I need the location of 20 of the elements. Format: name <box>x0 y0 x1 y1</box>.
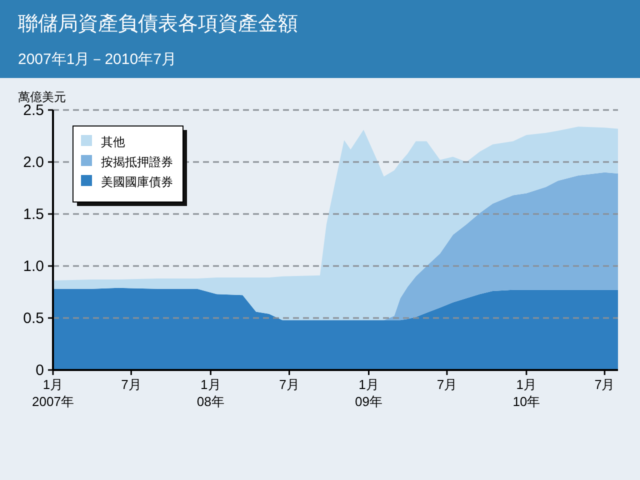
y-tick-label: 1.5 <box>23 206 44 223</box>
legend-label: 其他 <box>101 135 125 149</box>
chart-title: 聯儲局資產負債表各項資產金額 <box>18 13 298 35</box>
x-tick-label: 1月 09年 <box>355 377 382 409</box>
y-tick-label: 0 <box>36 362 44 379</box>
x-tick-label: 7月 <box>279 377 300 392</box>
x-tick-label: 1月 10年 <box>512 377 540 409</box>
x-tick-label: 1月 08年 <box>196 377 224 409</box>
x-tick-label: 1月 2007年 <box>32 377 74 409</box>
y-tick-label: 2.5 <box>23 102 44 119</box>
y-tick-label: 0.5 <box>23 310 44 327</box>
y-tick-label: 2.0 <box>23 154 44 171</box>
y-axis-title: 萬億美元 <box>18 90 66 104</box>
x-tick-label: 7月 <box>436 377 458 392</box>
x-tick-label: 7月 <box>121 377 142 392</box>
chart-subtitle: 2007年1月－2010年7月 <box>18 51 176 68</box>
legend-label: 美國國庫債券 <box>101 175 173 189</box>
x-tick-label: 7月 <box>594 377 615 392</box>
legend-label: 按揭抵押證券 <box>101 155 173 169</box>
y-tick-label: 1.0 <box>23 258 44 275</box>
